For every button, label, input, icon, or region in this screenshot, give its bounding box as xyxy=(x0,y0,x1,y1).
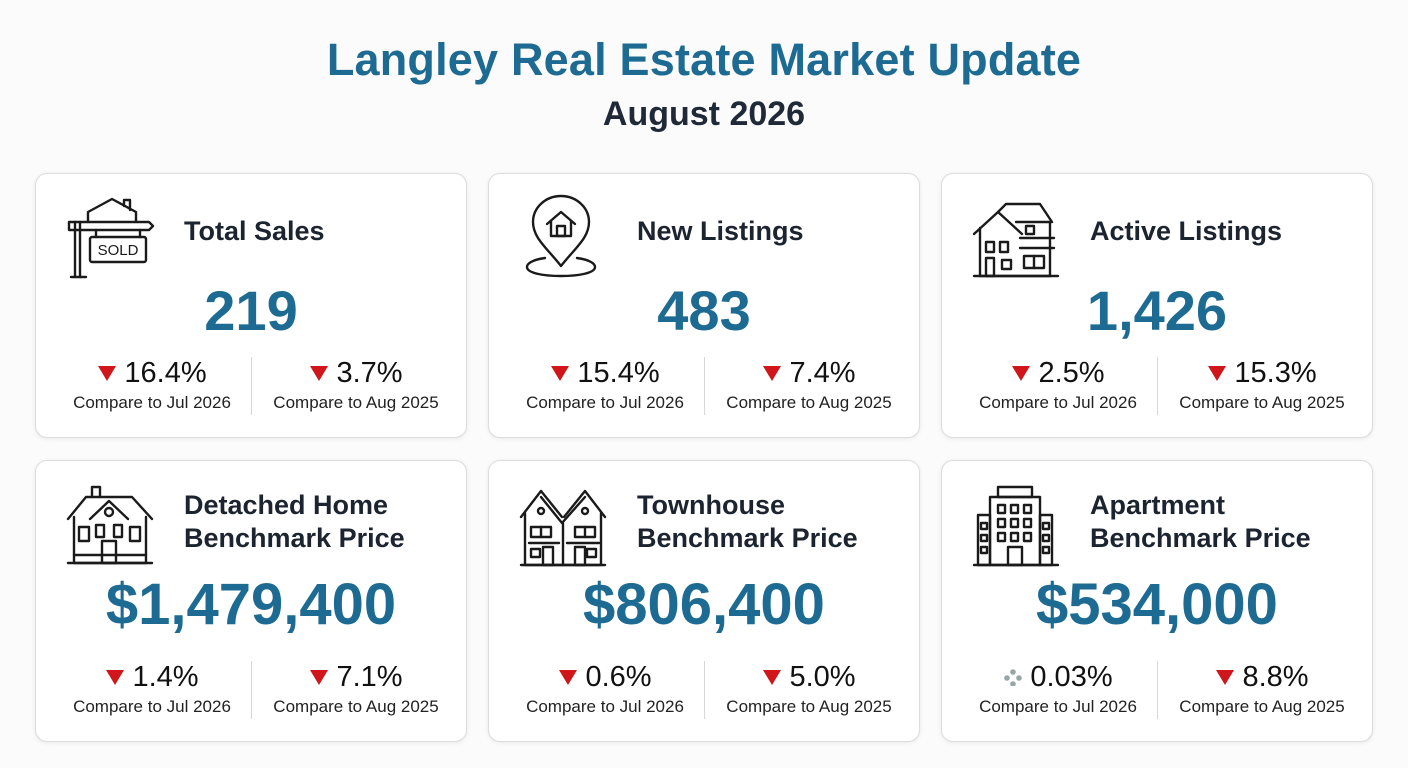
svg-text:SOLD: SOLD xyxy=(98,242,139,259)
down-arrow-icon xyxy=(310,670,329,685)
card-value: $1,479,400 xyxy=(105,572,397,637)
divider xyxy=(251,357,252,415)
townhouse-icon xyxy=(519,483,609,573)
compare-label: Compare to Jul 2026 xyxy=(526,697,684,716)
month-over-month-stat: 2.5% Compare to Jul 2026 xyxy=(958,357,1158,413)
card-title: Townhouse Benchmark Price xyxy=(637,490,858,553)
pct-change: 5.0% xyxy=(789,660,856,693)
card-title: Total Sales xyxy=(184,216,325,246)
year-over-year-stat: 3.7% Compare to Aug 2025 xyxy=(256,357,456,413)
down-arrow-icon xyxy=(310,366,329,381)
down-arrow-icon xyxy=(559,670,578,685)
compare-label: Compare to Jul 2026 xyxy=(73,393,231,412)
apartment-card: Apartment Benchmark Price $534,000 0.03%… xyxy=(941,460,1373,742)
down-arrow-icon xyxy=(106,670,125,685)
townhouse-card: Townhouse Benchmark Price $806,400 0.6% … xyxy=(488,460,920,742)
year-over-year-stat: 5.0% Compare to Aug 2025 xyxy=(709,661,909,717)
divider xyxy=(1157,661,1158,719)
month-over-month-stat: 16.4% Compare to Jul 2026 xyxy=(52,357,252,413)
down-arrow-icon xyxy=(763,670,782,685)
divider xyxy=(1157,357,1158,415)
divider xyxy=(704,661,705,719)
down-arrow-icon xyxy=(98,366,117,381)
pct-change: 2.5% xyxy=(1038,356,1105,389)
compare-label: Compare to Aug 2025 xyxy=(273,697,439,716)
month-over-month-stat: 1.4% Compare to Jul 2026 xyxy=(52,661,252,717)
down-arrow-icon xyxy=(1012,366,1031,381)
location-pin-home-icon xyxy=(519,194,609,284)
pct-change: 7.1% xyxy=(336,660,403,693)
pct-change: 15.3% xyxy=(1234,356,1317,389)
detached-house-icon xyxy=(66,483,156,573)
month-over-month-stat: 0.03% Compare to Jul 2026 xyxy=(958,661,1158,717)
pct-change: 1.4% xyxy=(132,660,199,693)
apartment-building-icon xyxy=(972,483,1062,573)
month-over-month-stat: 15.4% Compare to Jul 2026 xyxy=(505,357,705,413)
card-title: Detached Home Benchmark Price xyxy=(184,490,405,553)
two-storey-house-icon xyxy=(972,194,1062,284)
card-value: 483 xyxy=(657,279,751,342)
year-over-year-stat: 7.1% Compare to Aug 2025 xyxy=(256,661,456,717)
down-arrow-icon xyxy=(1208,366,1227,381)
down-arrow-icon xyxy=(551,366,570,381)
compare-label: Compare to Aug 2025 xyxy=(1179,697,1345,716)
compare-label: Compare to Aug 2025 xyxy=(726,393,892,412)
pct-change: 16.4% xyxy=(124,356,207,389)
neutral-dots-icon xyxy=(1004,669,1023,686)
pct-change: 7.4% xyxy=(789,356,856,389)
down-arrow-icon xyxy=(763,366,782,381)
detached-home-card: Detached Home Benchmark Price $1,479,400… xyxy=(35,460,467,742)
down-arrow-icon xyxy=(1216,670,1235,685)
page-subtitle: August 2026 xyxy=(602,95,806,133)
pct-change: 15.4% xyxy=(577,356,660,389)
compare-label: Compare to Aug 2025 xyxy=(1179,393,1345,412)
total-sales-card: SOLD Total Sales 219 16.4% Compare to Ju… xyxy=(35,173,467,438)
compare-label: Compare to Jul 2026 xyxy=(73,697,231,716)
pct-change: 0.03% xyxy=(1030,660,1113,693)
divider xyxy=(704,357,705,415)
card-value: 219 xyxy=(204,279,298,342)
card-title: Active Listings xyxy=(1090,216,1283,246)
year-over-year-stat: 7.4% Compare to Aug 2025 xyxy=(709,357,909,413)
card-title: Apartment Benchmark Price xyxy=(1090,490,1311,553)
new-listings-card: New Listings 483 15.4% Compare to Jul 20… xyxy=(488,173,920,438)
card-title: New Listings xyxy=(637,216,804,246)
card-value: 1,426 xyxy=(1086,279,1228,342)
year-over-year-stat: 15.3% Compare to Aug 2025 xyxy=(1162,357,1362,413)
year-over-year-stat: 8.8% Compare to Aug 2025 xyxy=(1162,661,1362,717)
compare-label: Compare to Jul 2026 xyxy=(979,393,1137,412)
card-value: $534,000 xyxy=(1036,572,1278,637)
compare-label: Compare to Jul 2026 xyxy=(979,697,1137,716)
sold-sign-icon: SOLD xyxy=(66,194,156,284)
card-value: $806,400 xyxy=(583,572,825,637)
month-over-month-stat: 0.6% Compare to Jul 2026 xyxy=(505,661,705,717)
pct-change: 3.7% xyxy=(336,356,403,389)
compare-label: Compare to Jul 2026 xyxy=(526,393,684,412)
active-listings-card: Active Listings 1,426 2.5% Compare to Ju… xyxy=(941,173,1373,438)
divider xyxy=(251,661,252,719)
compare-label: Compare to Aug 2025 xyxy=(726,697,892,716)
page-title: Langley Real Estate Market Update xyxy=(326,34,1082,85)
pct-change: 0.6% xyxy=(585,660,652,693)
pct-change: 8.8% xyxy=(1242,660,1309,693)
compare-label: Compare to Aug 2025 xyxy=(273,393,439,412)
